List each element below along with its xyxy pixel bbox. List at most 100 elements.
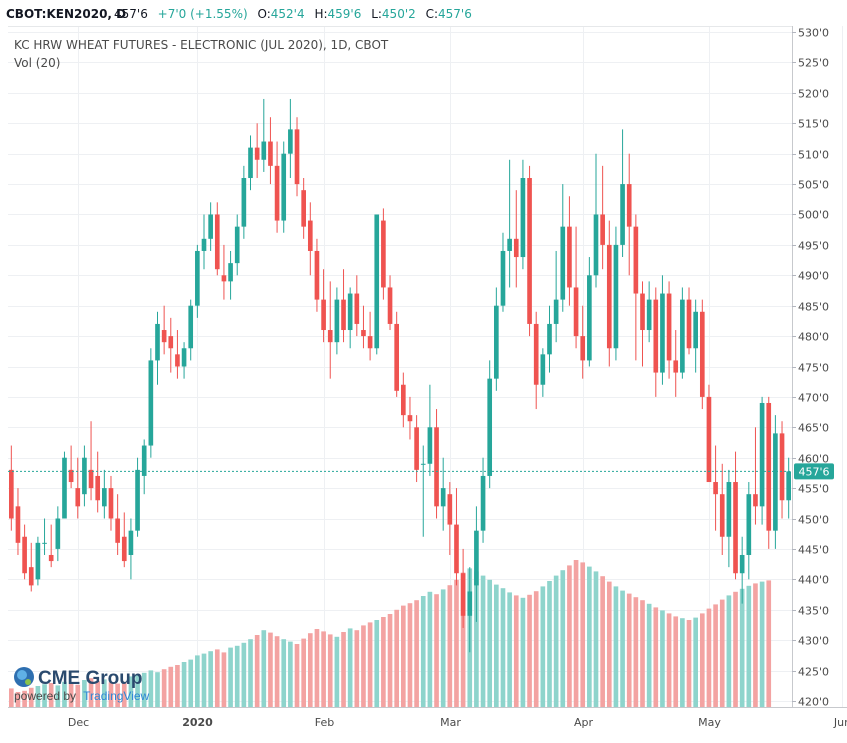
volume-indicator-label[interactable]: Vol (20) xyxy=(14,56,60,70)
candlesticks xyxy=(9,98,791,653)
candle-body xyxy=(547,323,552,355)
volume-bar xyxy=(381,617,386,707)
volume-bar xyxy=(440,589,446,707)
header-quote: 457'6 +7'0 (+1.55%) O:452'4 H:459'6 L:45… xyxy=(114,7,472,21)
y-tick-label: 485'0 xyxy=(798,301,829,314)
last-price-tag: 457'6 xyxy=(794,463,834,480)
volume-bar xyxy=(686,620,692,707)
candle-body xyxy=(62,457,67,519)
candle-body xyxy=(394,323,399,391)
candle-body xyxy=(82,457,87,495)
candle-body xyxy=(135,469,140,531)
volume-bar xyxy=(633,597,639,707)
candle-body xyxy=(494,305,499,379)
candle-body xyxy=(726,482,732,537)
y-tick-label: 460'0 xyxy=(798,453,829,466)
candle-body xyxy=(128,530,134,555)
candle-body xyxy=(713,482,718,495)
candle-body xyxy=(666,293,672,361)
candle-body xyxy=(374,214,380,349)
volume-bar xyxy=(35,686,41,707)
candle-body xyxy=(148,360,154,446)
candle-body xyxy=(440,488,446,507)
candle-body xyxy=(115,518,120,543)
candle-body xyxy=(354,293,360,324)
volume-bar xyxy=(155,672,160,707)
volume-bar xyxy=(102,679,107,707)
volume-bar xyxy=(141,672,147,707)
header-close-label: C: xyxy=(426,7,438,21)
candle-body xyxy=(454,524,459,574)
volume-bar xyxy=(188,659,194,707)
volume-bar xyxy=(234,645,240,707)
volume-bar xyxy=(547,581,552,707)
volume-bar xyxy=(168,666,174,707)
candle-body xyxy=(746,494,752,555)
cme-globe-icon xyxy=(14,667,34,687)
time-axis[interactable]: Dec 2020 Feb Mar Apr May Jun xyxy=(68,716,847,729)
candle-body xyxy=(208,214,213,239)
candle-body xyxy=(75,488,81,507)
candle-body xyxy=(759,402,765,507)
volume-bar xyxy=(48,683,54,707)
volume-bar xyxy=(135,674,140,707)
volume-bar xyxy=(181,662,187,707)
volume-bar xyxy=(666,613,672,707)
volume-bar xyxy=(693,617,698,707)
volume-bar xyxy=(288,641,293,707)
candle-body xyxy=(660,293,665,373)
candle-body xyxy=(181,348,187,367)
volume-bar xyxy=(28,687,34,707)
candle-body xyxy=(28,567,34,586)
logo-powered-by: powered by xyxy=(14,689,76,703)
candle-body xyxy=(640,293,645,331)
volume-bar xyxy=(699,613,705,707)
candle-body xyxy=(55,518,61,549)
candle-body xyxy=(241,178,247,227)
volume-bar xyxy=(527,594,532,707)
x-tick-label: 2020 xyxy=(182,716,213,729)
volume-bar xyxy=(241,642,247,707)
candle-body xyxy=(773,433,778,531)
volume-bar xyxy=(314,629,320,707)
candle-body xyxy=(420,463,426,465)
candle-body xyxy=(540,354,546,385)
y-tick-label: 420'0 xyxy=(798,696,829,709)
volume-bar xyxy=(573,560,579,707)
candle-body xyxy=(407,415,413,422)
candle-body xyxy=(387,287,393,324)
candle-body xyxy=(580,336,586,361)
last-price-label: 457'6 xyxy=(798,465,829,478)
candle-body xyxy=(633,226,639,294)
candle-body xyxy=(195,250,200,306)
y-tick-label: 525'0 xyxy=(798,57,829,70)
y-tick-label: 465'0 xyxy=(798,422,829,435)
y-tick-label: 455'0 xyxy=(798,483,829,496)
candle-body xyxy=(527,178,532,324)
volume-bar xyxy=(108,682,114,707)
candle-body xyxy=(686,299,692,349)
volume-bar xyxy=(228,647,233,707)
y-tick-label: 450'0 xyxy=(798,514,829,527)
candle-body xyxy=(766,402,772,531)
candle-body xyxy=(347,293,353,331)
volume-bar xyxy=(706,608,712,707)
candle-body xyxy=(480,475,486,531)
volume-bar xyxy=(533,591,539,707)
volume-bar xyxy=(593,571,599,707)
volume-bar xyxy=(128,676,134,707)
volume-bar xyxy=(520,597,526,707)
candle-body xyxy=(414,427,419,470)
candle-body xyxy=(221,275,227,282)
candle-body xyxy=(95,475,101,501)
volume-bar xyxy=(427,591,433,707)
candle-body xyxy=(9,469,14,519)
candle-body xyxy=(168,336,174,349)
candle-body xyxy=(474,530,479,586)
x-tick-label: May xyxy=(698,716,721,729)
candle-body xyxy=(533,323,539,385)
symbol-label[interactable]: CBOT:KEN2020, D xyxy=(6,7,126,21)
price-axis[interactable]: 420'0 425'0 430'0 435'0 440'0 445'0 450'0 455'0… xyxy=(792,27,829,709)
volume-bar xyxy=(82,680,87,707)
